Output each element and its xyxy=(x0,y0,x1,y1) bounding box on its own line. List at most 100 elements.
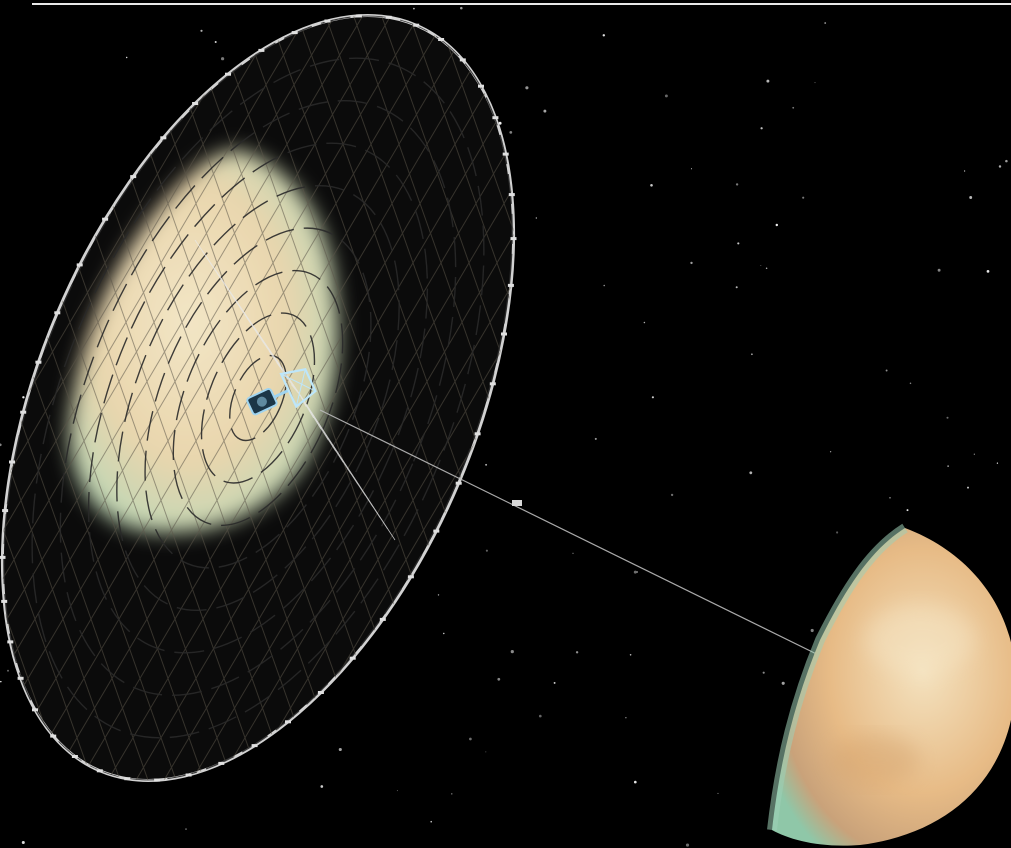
star xyxy=(986,270,990,273)
star xyxy=(829,451,832,453)
rim-marker xyxy=(508,193,515,197)
star xyxy=(998,165,1002,168)
star xyxy=(643,321,646,324)
star xyxy=(760,127,763,130)
rim-marker xyxy=(9,460,15,464)
star xyxy=(553,681,556,684)
rim-marker xyxy=(438,38,445,41)
rim-marker xyxy=(0,555,6,559)
star xyxy=(413,7,415,10)
rim-marker xyxy=(124,777,131,781)
star xyxy=(636,571,638,573)
rim-marker xyxy=(258,48,265,52)
star xyxy=(460,6,463,10)
spacecraft xyxy=(246,368,317,416)
star xyxy=(594,437,597,440)
rim-marker xyxy=(185,773,192,777)
rim-marker xyxy=(478,84,484,88)
star xyxy=(735,183,739,186)
star xyxy=(889,497,891,499)
star xyxy=(0,443,2,447)
rim-marker xyxy=(17,676,24,680)
star xyxy=(437,594,440,596)
rim-marker xyxy=(32,708,38,712)
star xyxy=(737,242,740,245)
star xyxy=(824,22,827,24)
rim-marker xyxy=(492,116,499,120)
star xyxy=(836,531,839,534)
tether-beam xyxy=(319,409,846,669)
rim-marker xyxy=(102,217,109,221)
star xyxy=(749,471,753,475)
star xyxy=(792,106,795,109)
rim-marker xyxy=(433,529,440,533)
star xyxy=(469,737,472,741)
rim-marker xyxy=(130,175,137,179)
star xyxy=(430,820,432,823)
star xyxy=(185,828,187,830)
star xyxy=(485,463,488,466)
rim-marker xyxy=(285,720,291,724)
star xyxy=(509,131,513,134)
star xyxy=(946,416,949,419)
star xyxy=(967,486,969,489)
star xyxy=(664,94,668,98)
star xyxy=(751,353,753,356)
star xyxy=(572,552,574,554)
rim-marker xyxy=(35,360,42,364)
rim-marker xyxy=(459,58,466,62)
star xyxy=(690,261,693,265)
rim-marker xyxy=(76,263,83,267)
star xyxy=(510,650,514,654)
star xyxy=(625,717,627,719)
rim-marker xyxy=(192,102,199,105)
star xyxy=(963,170,966,172)
star xyxy=(651,396,654,399)
star xyxy=(221,57,225,61)
star xyxy=(125,56,128,59)
rim-marker xyxy=(474,432,481,436)
rim-marker xyxy=(413,23,420,27)
rim-marker xyxy=(1,599,8,603)
star xyxy=(765,267,768,270)
rim-marker xyxy=(385,15,392,19)
star xyxy=(7,669,9,672)
planet-crescent xyxy=(767,523,1011,846)
rim-marker xyxy=(355,14,362,18)
star xyxy=(485,751,487,753)
star xyxy=(996,462,999,464)
rim-marker xyxy=(96,769,103,773)
rim-marker xyxy=(71,755,78,758)
star xyxy=(690,168,693,170)
star xyxy=(766,79,770,83)
star xyxy=(810,628,814,633)
star xyxy=(0,680,2,683)
star xyxy=(685,843,690,847)
star xyxy=(200,29,203,32)
rim-marker xyxy=(154,778,161,782)
rim-marker xyxy=(225,72,231,76)
star xyxy=(575,651,579,654)
star xyxy=(802,196,805,199)
rim-marker xyxy=(20,410,27,414)
star xyxy=(451,793,453,795)
star xyxy=(909,382,912,385)
rim-marker xyxy=(349,656,356,660)
star xyxy=(338,747,342,752)
rim-marker xyxy=(407,575,414,579)
star xyxy=(320,785,324,788)
rim-marker xyxy=(251,744,258,748)
rim-marker xyxy=(501,332,507,336)
star xyxy=(22,396,25,399)
star xyxy=(937,268,941,272)
star xyxy=(633,780,637,784)
rim-marker xyxy=(510,237,517,241)
rim-marker xyxy=(291,31,298,35)
rim-marker xyxy=(50,734,57,738)
rim-marker xyxy=(502,152,509,156)
rim-marker xyxy=(54,311,61,315)
star xyxy=(396,790,398,792)
top-border-line xyxy=(32,3,1011,5)
